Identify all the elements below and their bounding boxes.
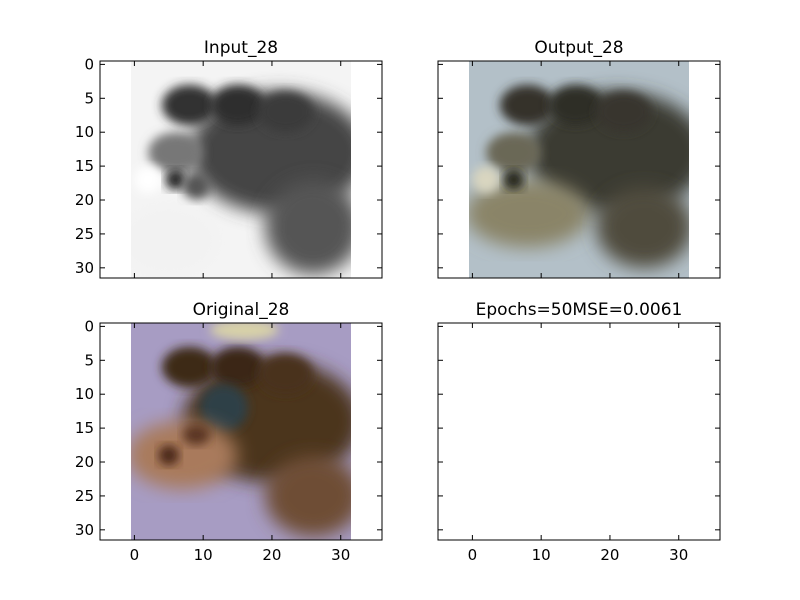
subplot-title: Original_28 xyxy=(193,300,290,320)
subplot-title: Output_28 xyxy=(534,38,623,58)
image-region-6 xyxy=(182,424,211,446)
y-tick-label: 25 xyxy=(75,225,94,243)
y-tick-label: 15 xyxy=(75,157,94,175)
subplot-title: Epochs=50MSE=0.0061 xyxy=(476,300,683,320)
image-region-7 xyxy=(158,445,180,466)
image-region-4 xyxy=(148,132,204,173)
image-region-3 xyxy=(596,91,652,133)
image-region-1 xyxy=(499,84,555,126)
y-tick-label: 0 xyxy=(84,317,94,335)
y-tick-label: 20 xyxy=(75,191,94,209)
x-tick-label: 10 xyxy=(194,546,213,564)
axes-frame xyxy=(437,322,721,541)
y-tick-label: 10 xyxy=(75,123,94,141)
subplot-2: 0 10 20 30 0 5 10 15 20 25 30 Original_28 xyxy=(75,300,383,564)
image-panel xyxy=(130,323,352,540)
image-region-8 xyxy=(503,169,524,190)
image-region-6 xyxy=(134,166,162,194)
image-region-5 xyxy=(265,179,352,275)
y-tick-label: 20 xyxy=(75,453,94,471)
image-region-1 xyxy=(161,84,217,126)
image-panel xyxy=(468,61,690,278)
x-tick-label: 20 xyxy=(600,546,619,564)
image-region-4 xyxy=(199,384,248,432)
image-region-4 xyxy=(486,132,542,173)
y-tick-label: 10 xyxy=(75,385,94,403)
image-region-7 xyxy=(165,169,186,190)
axes-frame xyxy=(437,60,721,279)
subplot-3: 0 10 20 30 Epochs=50MSE=0.0061 xyxy=(437,300,721,564)
image-region-2 xyxy=(210,84,266,126)
x-tick-label: 20 xyxy=(262,546,281,564)
y-tick-label: 25 xyxy=(75,487,94,505)
image-region-2 xyxy=(210,346,266,388)
y-tick-label: 0 xyxy=(84,55,94,73)
x-tick-label: 0 xyxy=(130,546,140,564)
image-region-5 xyxy=(130,421,238,490)
image-region-3 xyxy=(258,91,314,133)
y-tick-label: 30 xyxy=(75,259,94,277)
subplot-0: 0 5 10 15 20 25 30 Input_28 xyxy=(75,38,383,279)
y-tick-label: 5 xyxy=(84,89,94,107)
image-region-8 xyxy=(265,455,352,537)
axes-background xyxy=(438,323,720,540)
y-tick-label: 30 xyxy=(75,521,94,539)
axes-frame xyxy=(99,60,383,279)
image-region-3 xyxy=(258,353,314,395)
x-tick-label: 0 xyxy=(468,546,478,564)
axes-frame xyxy=(99,322,383,541)
y-tick-label: 5 xyxy=(84,351,94,369)
image-panel xyxy=(130,61,352,278)
image-region-2 xyxy=(548,84,604,126)
image-region-5 xyxy=(468,179,590,248)
image-region-9 xyxy=(130,206,217,275)
x-tick-label: 30 xyxy=(331,546,350,564)
y-tick-label: 15 xyxy=(75,419,94,437)
subplot-title: Input_28 xyxy=(204,38,278,58)
subplot-1: Output_28 xyxy=(437,38,721,279)
x-tick-label: 10 xyxy=(532,546,551,564)
x-tick-label: 30 xyxy=(669,546,688,564)
image-region-9 xyxy=(210,323,279,340)
image-region-8 xyxy=(182,172,211,201)
image-region-1 xyxy=(161,346,217,388)
image-region-6 xyxy=(596,186,690,268)
image-region-7 xyxy=(472,166,500,194)
